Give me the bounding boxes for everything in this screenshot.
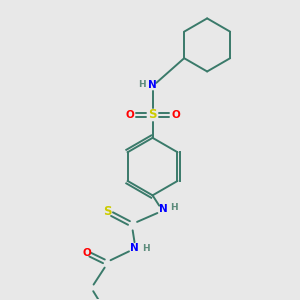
Text: O: O <box>171 110 180 120</box>
Text: H: H <box>142 244 149 253</box>
Text: O: O <box>125 110 134 120</box>
Text: N: N <box>158 204 167 214</box>
Text: S: S <box>148 109 157 122</box>
Text: O: O <box>82 248 91 258</box>
Text: S: S <box>103 206 112 218</box>
Text: N: N <box>148 80 157 90</box>
Text: H: H <box>170 203 178 212</box>
Text: H: H <box>138 80 145 88</box>
Text: N: N <box>130 243 139 253</box>
